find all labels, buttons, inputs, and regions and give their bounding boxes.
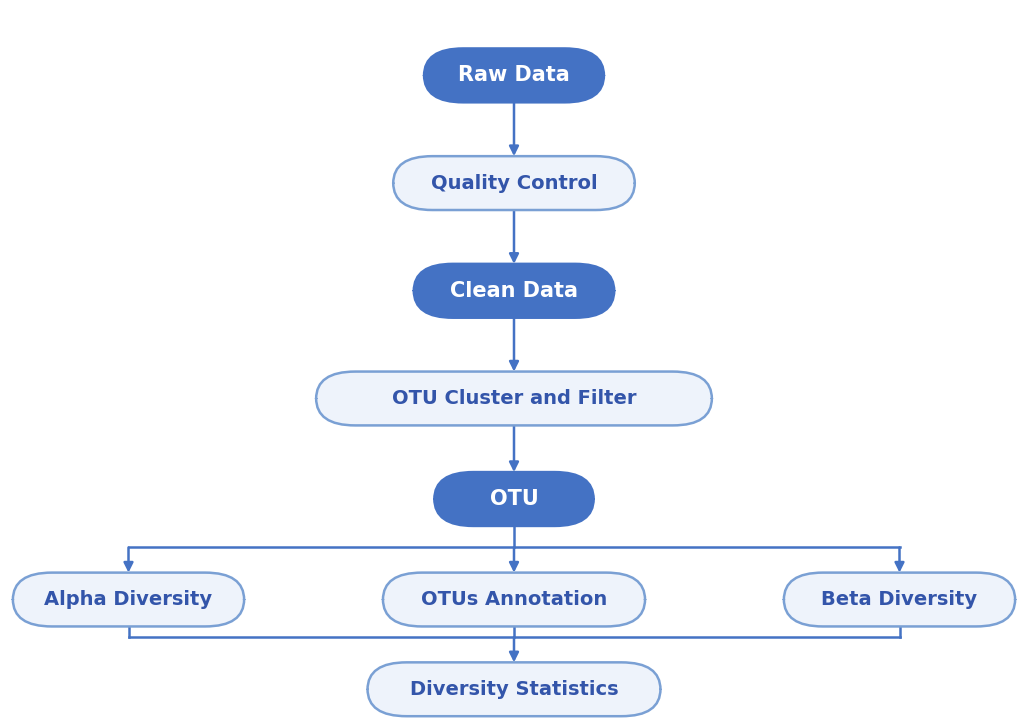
Text: Clean Data: Clean Data	[450, 281, 578, 301]
Text: Quality Control: Quality Control	[431, 174, 597, 192]
Text: Raw Data: Raw Data	[458, 65, 570, 85]
FancyBboxPatch shape	[434, 472, 594, 526]
Text: OTUs Annotation: OTUs Annotation	[420, 590, 608, 609]
Text: OTU: OTU	[489, 489, 539, 509]
FancyBboxPatch shape	[393, 156, 634, 210]
FancyBboxPatch shape	[783, 573, 1016, 626]
FancyBboxPatch shape	[424, 49, 603, 102]
FancyBboxPatch shape	[317, 372, 711, 425]
Text: Alpha Diversity: Alpha Diversity	[44, 590, 213, 609]
FancyBboxPatch shape	[382, 573, 646, 626]
Text: OTU Cluster and Filter: OTU Cluster and Filter	[392, 389, 636, 408]
FancyBboxPatch shape	[413, 264, 614, 317]
FancyBboxPatch shape	[368, 662, 661, 717]
FancyBboxPatch shape	[12, 573, 245, 626]
Text: Diversity Statistics: Diversity Statistics	[410, 680, 618, 699]
Text: Beta Diversity: Beta Diversity	[821, 590, 978, 609]
